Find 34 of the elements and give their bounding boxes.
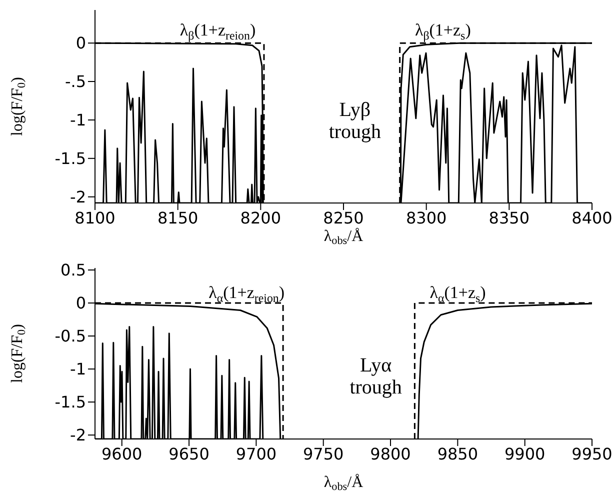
x-tick-label: 8200: [240, 208, 282, 228]
y-tick-label: -1.5: [54, 392, 86, 412]
y-tick-label: 0.5: [60, 260, 86, 280]
x-tick-label: 9750: [302, 444, 344, 464]
y-tick-label: -2: [70, 188, 86, 207]
x-tick-label: 9700: [236, 444, 277, 464]
annotation: Lyβ trough: [328, 99, 382, 144]
y-tick-label: 0: [76, 294, 86, 313]
x-tick-label: 8300: [406, 208, 447, 228]
x-tick-label: 8250: [323, 208, 364, 228]
y-tick-label: -0.5: [54, 326, 86, 346]
y-tick-label: -1: [70, 360, 86, 379]
x-tick-label: 8100: [74, 208, 116, 228]
y-tick-label: 0: [76, 34, 86, 53]
x-tick-label: 8350: [488, 208, 530, 228]
x-axis-title: λ$_{obs}$/Å: [324, 473, 364, 491]
y-tick-label: -.5: [64, 72, 86, 92]
x-tick-label: 9900: [504, 444, 546, 464]
x-tick-label: 9600: [102, 444, 142, 464]
y-tick-label: -1.5: [54, 149, 86, 168]
y-tick-label: -1: [70, 110, 86, 130]
annotation: λ$_{α}$(1+z$_{reion}$): [208, 282, 285, 305]
annotation: Lyα trough: [350, 354, 402, 399]
y-tick-label: -2: [70, 426, 86, 445]
x-tick-label: 9800: [370, 444, 411, 464]
x-tick-label: 8150: [157, 208, 198, 228]
annotation: λ$_{α}$(1+z$_{s}$): [430, 282, 486, 305]
x-tick-label: 8400: [572, 208, 612, 228]
annotation: λ$_{β}$(1+z$_{reion}$): [180, 20, 256, 42]
x-tick-label: 9850: [437, 444, 478, 464]
x-axis-title: λ$_{obs}$/Å: [324, 227, 364, 248]
x-tick-label: 9650: [168, 444, 210, 464]
x-tick-label: 9950: [572, 444, 612, 464]
annotation: λ$_{β}$(1+z$_{s}$): [414, 20, 471, 42]
